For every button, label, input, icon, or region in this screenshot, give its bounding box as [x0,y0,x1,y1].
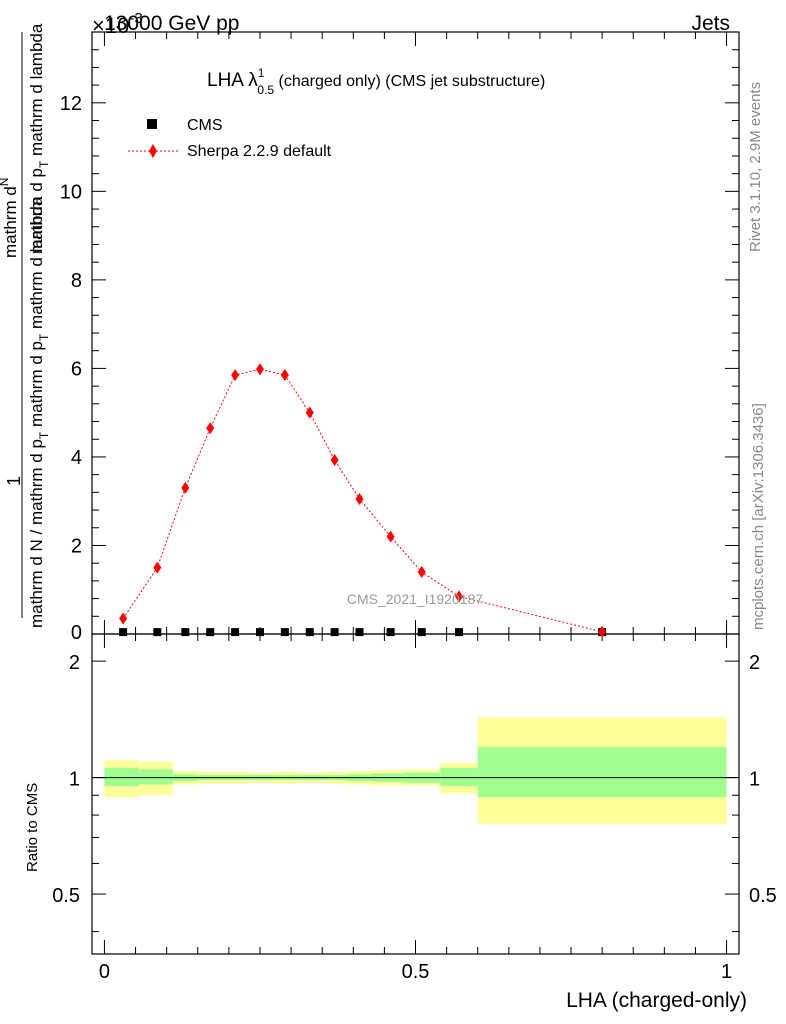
ratio-band-stat [138,769,173,785]
y-tick-label: 8 [71,270,82,292]
cms-point [255,628,264,637]
sherpa-point [255,363,264,376]
y-tick-label: 0 [71,622,82,644]
sherpa-point [386,530,395,543]
cms-point [181,628,190,637]
analysis-watermark: CMS_2021_I1920187 [347,591,483,607]
ratio-tick-label-right: 0.5 [749,885,777,907]
svg-text:mathrm d N / mathrm d pT mathr: mathrm d N / mathrm d pT mathrm d pT mat… [27,196,51,628]
legend-sherpa-label: Sherpa 2.2.9 default [187,143,332,160]
ratio-y-axis-label: Ratio to CMS [24,783,41,872]
main-y-ticks: 2 4 6 8 10 12 0 [60,31,739,644]
legend-cms-marker [147,119,157,129]
sherpa-point [181,481,190,494]
sherpa-point [455,590,464,603]
y-tick-label: 4 [71,447,82,469]
svg-text:1: 1 [4,476,24,486]
x-tick-label: 0 [99,961,110,983]
energy-label: 13000 GeV pp [104,12,239,35]
x-tick-label: 0.5 [402,961,430,983]
cms-point [330,628,339,637]
cms-point [231,628,240,637]
ratio-band-stat [477,746,727,798]
ratio-tick-label: 0.5 [52,885,80,907]
cms-point [455,628,464,637]
cms-point [206,628,215,637]
cms-point [355,628,364,637]
cms-point [280,628,289,637]
y-tick-label: 10 [60,181,82,203]
svg-text:mathrm d pT mathrm d lambda: mathrm d pT mathrm d lambda [27,23,51,254]
rivet-label: Rivet 3.1.10, 2.9M events [747,82,764,252]
process-label: Jets [691,12,730,35]
cms-point [305,628,314,637]
cms-point [119,628,128,637]
sherpa-point [330,454,339,467]
mcplots-label: mcplots.cern.ch [arXiv:1306.3436] [750,403,767,630]
sherpa-point [153,561,162,574]
sherpa-point [231,369,240,382]
cms-point [386,628,395,637]
y-tick-label: 6 [71,358,82,380]
plot-title: LHA λ1 0.5 (charged only) (CMS jet substr… [207,66,545,97]
y-tick-label: 12 [60,93,82,115]
x-axis-label: LHA (charged-only) [566,989,747,1012]
ratio-tick-label-right: 2 [749,652,760,674]
legend-cms-label: CMS [187,117,223,134]
x-ticks: 0 0.5 1 [99,32,732,983]
exponent-label: ×10-3 [92,10,143,38]
y-tick-label: 2 [71,535,82,557]
ratio-tick-label-right: 1 [749,769,760,791]
ratio-ticks: 0.5 0.5 1 1 2 2 [52,652,777,933]
svg-text:mathrm dN: mathrm dN [0,178,20,258]
sherpa-point [305,406,314,419]
sherpa-point [206,422,215,435]
sherpa-point [598,625,607,638]
sherpa-points [119,363,607,638]
x-tick-label: 1 [721,961,732,983]
sherpa-point [119,612,128,625]
cms-points [119,628,607,637]
sherpa-point [417,566,426,579]
legend-sherpa-marker [149,144,157,158]
ratio-bands [104,717,727,824]
cms-point [153,628,162,637]
ratio-tick-label: 1 [69,769,80,791]
sherpa-point [355,492,364,505]
ratio-band-stat [440,767,478,787]
sherpa-line [122,368,603,633]
ratio-band-stat [104,767,139,787]
cms-point [417,628,426,637]
sherpa-point [280,369,289,382]
main-y-axis-label: 1 mathrm d N / mathrm d pT mathrm d pT m… [0,23,51,628]
ratio-tick-label: 2 [69,652,80,674]
